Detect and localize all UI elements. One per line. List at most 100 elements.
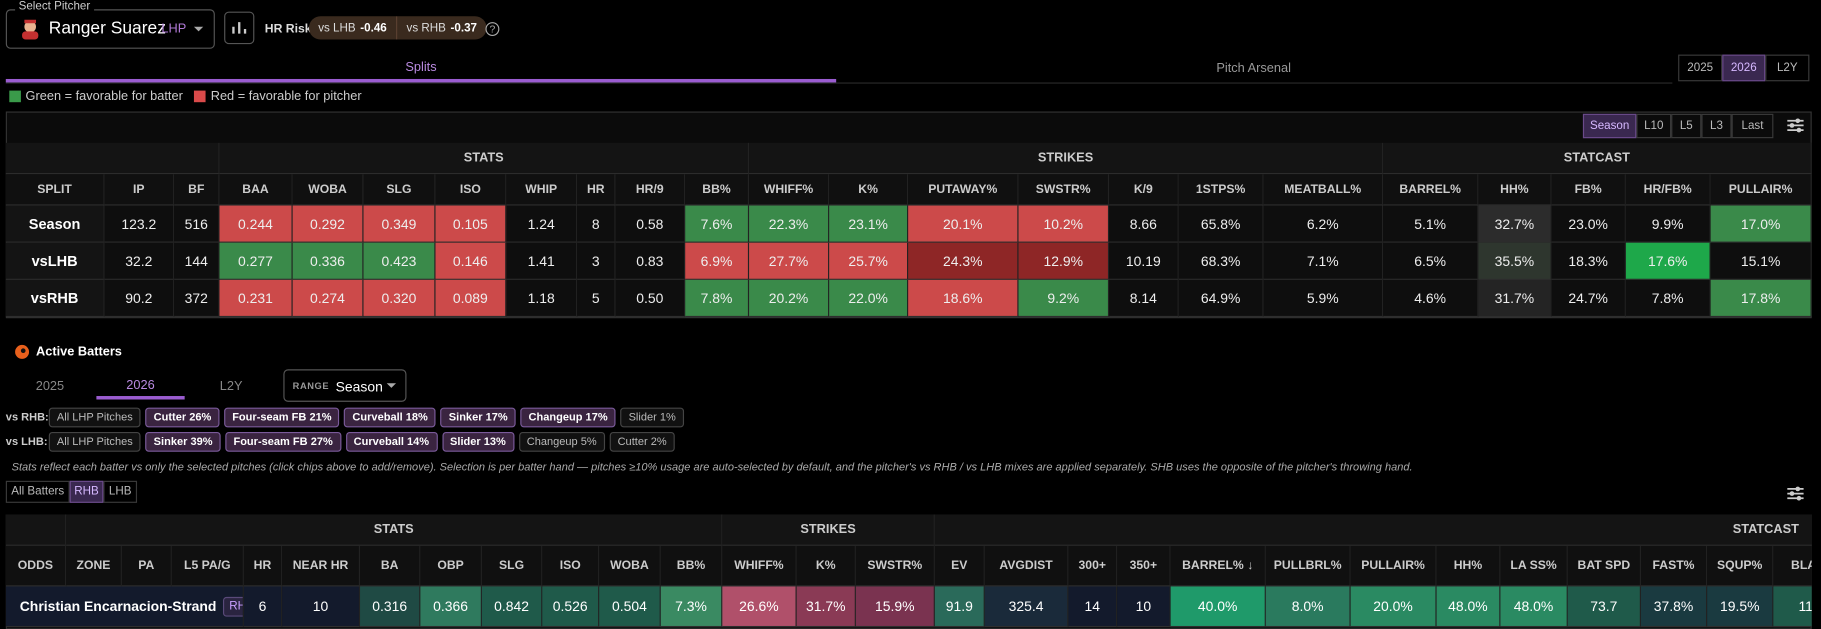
column-header[interactable]: IP bbox=[104, 174, 175, 206]
column-header[interactable]: BB% bbox=[660, 545, 723, 587]
column-header[interactable]: FB% bbox=[1551, 174, 1626, 206]
season-button[interactable]: 2025 bbox=[1678, 54, 1723, 82]
column-header[interactable]: ISO bbox=[435, 174, 507, 206]
batter-cell[interactable]: Christian Encarnacion-Strand RHB bbox=[5, 586, 244, 628]
column-header[interactable]: LA SS% bbox=[1500, 545, 1568, 587]
season-button[interactable]: L2Y bbox=[1765, 54, 1810, 82]
column-header[interactable]: BA bbox=[360, 545, 421, 587]
column-header[interactable]: BAT SPD bbox=[1567, 545, 1641, 587]
column-header[interactable]: WOBA bbox=[599, 545, 661, 587]
column-header[interactable]: WHIFF% bbox=[722, 545, 797, 587]
range-button[interactable]: Last bbox=[1731, 113, 1774, 139]
column-header[interactable]: ISO bbox=[542, 545, 600, 587]
range-button[interactable]: L3 bbox=[1701, 113, 1732, 139]
stat-cell: 25.7% bbox=[829, 242, 909, 280]
stat-cell: 90.2 bbox=[104, 279, 175, 318]
column-header[interactable]: K/9 bbox=[1109, 174, 1179, 206]
view-tab[interactable]: Pitch Arsenal bbox=[1216, 61, 1291, 76]
column-header[interactable]: PULLBRL% bbox=[1265, 545, 1351, 587]
pitch-chip[interactable]: Four-seam FB 21% bbox=[224, 407, 340, 427]
column-header[interactable]: OBP bbox=[420, 545, 482, 587]
column-header[interactable]: SPLIT bbox=[5, 174, 105, 206]
column-header[interactable]: HR bbox=[243, 545, 283, 587]
filter-button[interactable]: RHB bbox=[69, 480, 104, 503]
column-header[interactable]: BF bbox=[174, 174, 220, 206]
view-tab[interactable]: Splits bbox=[5, 55, 837, 83]
column-header[interactable]: HH% bbox=[1436, 545, 1501, 587]
column-header[interactable]: WHIFF% bbox=[749, 174, 830, 206]
filter-button[interactable]: All Batters bbox=[5, 480, 70, 503]
pitcher-select[interactable] bbox=[5, 9, 215, 49]
pitch-chip[interactable]: Slider 1% bbox=[620, 407, 684, 427]
column-header[interactable]: BARREL% bbox=[1383, 174, 1479, 206]
pitch-chip[interactable]: Changeup 5% bbox=[518, 431, 605, 452]
column-header[interactable]: PA bbox=[121, 545, 172, 587]
column-header[interactable]: L5 PA/G bbox=[171, 545, 244, 587]
pitch-chip[interactable]: All LHP Pitches bbox=[48, 431, 141, 452]
stat-cell: 8.14 bbox=[1109, 279, 1179, 318]
column-header[interactable]: HR bbox=[577, 174, 616, 206]
chart-button[interactable] bbox=[224, 11, 255, 45]
batter-hand: RHB bbox=[223, 596, 243, 617]
pitcher-hand: LHP bbox=[161, 22, 187, 37]
pitch-chip[interactable]: Changeup 17% bbox=[520, 407, 616, 427]
column-header[interactable]: PULLAIR% bbox=[1710, 174, 1812, 206]
column-header[interactable]: MEATBALL% bbox=[1263, 174, 1384, 206]
settings-icon[interactable] bbox=[1786, 117, 1805, 133]
filter-button[interactable]: LHB bbox=[103, 480, 138, 503]
column-header[interactable]: FAST% bbox=[1640, 545, 1708, 587]
split-label: vsLHB bbox=[5, 242, 105, 280]
settings-icon[interactable] bbox=[1786, 485, 1805, 501]
column-header[interactable]: 350+ bbox=[1117, 545, 1171, 587]
column-header[interactable]: ZONE bbox=[66, 545, 122, 587]
column-header[interactable]: SWSTR% bbox=[1018, 174, 1110, 206]
range-button[interactable]: Season bbox=[1582, 113, 1637, 139]
column-header[interactable]: BB% bbox=[685, 174, 750, 206]
column-header[interactable]: WHIP bbox=[506, 174, 578, 206]
pitch-chip[interactable]: Curveball 18% bbox=[344, 407, 436, 427]
column-header[interactable]: EV bbox=[934, 545, 985, 587]
column-header[interactable]: HH% bbox=[1478, 174, 1552, 206]
column-header[interactable]: PUTAWAY% bbox=[908, 174, 1019, 206]
column-header[interactable]: SLG bbox=[481, 545, 543, 587]
column-header[interactable]: NEAR HR bbox=[282, 545, 361, 587]
pitch-chip[interactable]: Slider 13% bbox=[441, 431, 514, 452]
pitch-chip[interactable]: Sinker 39% bbox=[145, 431, 221, 452]
column-header[interactable]: SWSTR% bbox=[855, 545, 935, 587]
column-header[interactable]: K% bbox=[829, 174, 909, 206]
column-header[interactable]: BAA bbox=[219, 174, 293, 206]
help-icon[interactable]: ? bbox=[485, 22, 500, 37]
column-header[interactable]: PULLAIR% bbox=[1350, 545, 1437, 587]
column-header[interactable]: BARREL% ↓ bbox=[1170, 545, 1266, 587]
column-header[interactable]: BLAS bbox=[1773, 545, 1812, 587]
column-header[interactable]: AVGDIST bbox=[984, 545, 1069, 587]
year-tab[interactable]: L2Y bbox=[219, 379, 243, 394]
range-button[interactable]: L5 bbox=[1671, 113, 1702, 139]
pitch-chip[interactable]: Cutter 26% bbox=[145, 407, 220, 427]
stat-cell: 19.5% bbox=[1707, 586, 1774, 628]
pitch-chip[interactable]: All LHP Pitches bbox=[48, 407, 141, 427]
column-header[interactable]: HR/FB% bbox=[1625, 174, 1711, 206]
column-header[interactable]: ODDS bbox=[5, 545, 67, 587]
pitcher-avatar bbox=[22, 19, 39, 40]
pitch-chip[interactable]: Sinker 17% bbox=[440, 407, 516, 427]
pitch-chip[interactable]: Curveball 14% bbox=[345, 431, 438, 452]
legend: Green = favorable for batter Red = favora… bbox=[9, 89, 362, 103]
column-header[interactable]: HR/9 bbox=[615, 174, 686, 206]
column-header[interactable]: 300+ bbox=[1068, 545, 1118, 587]
range-dropdown[interactable] bbox=[283, 369, 407, 402]
year-tab[interactable]: 2026 bbox=[96, 374, 185, 400]
column-header[interactable]: WOBA bbox=[292, 174, 364, 206]
season-button[interactable]: 2026 bbox=[1722, 54, 1766, 82]
pitch-chip[interactable]: Four-seam FB 27% bbox=[225, 431, 341, 452]
year-tab[interactable]: 2025 bbox=[35, 379, 65, 394]
range-button[interactable]: L10 bbox=[1636, 113, 1672, 139]
legend-swatch bbox=[194, 90, 207, 103]
column-header[interactable]: SQUP% bbox=[1707, 545, 1774, 587]
pitch-chip[interactable]: Cutter 2% bbox=[609, 431, 675, 452]
column-header[interactable]: 1STPS% bbox=[1178, 174, 1264, 206]
hr-risk-value: -0.37 bbox=[450, 21, 478, 35]
column-header[interactable]: SLG bbox=[363, 174, 436, 206]
column-header[interactable]: K% bbox=[796, 545, 856, 587]
